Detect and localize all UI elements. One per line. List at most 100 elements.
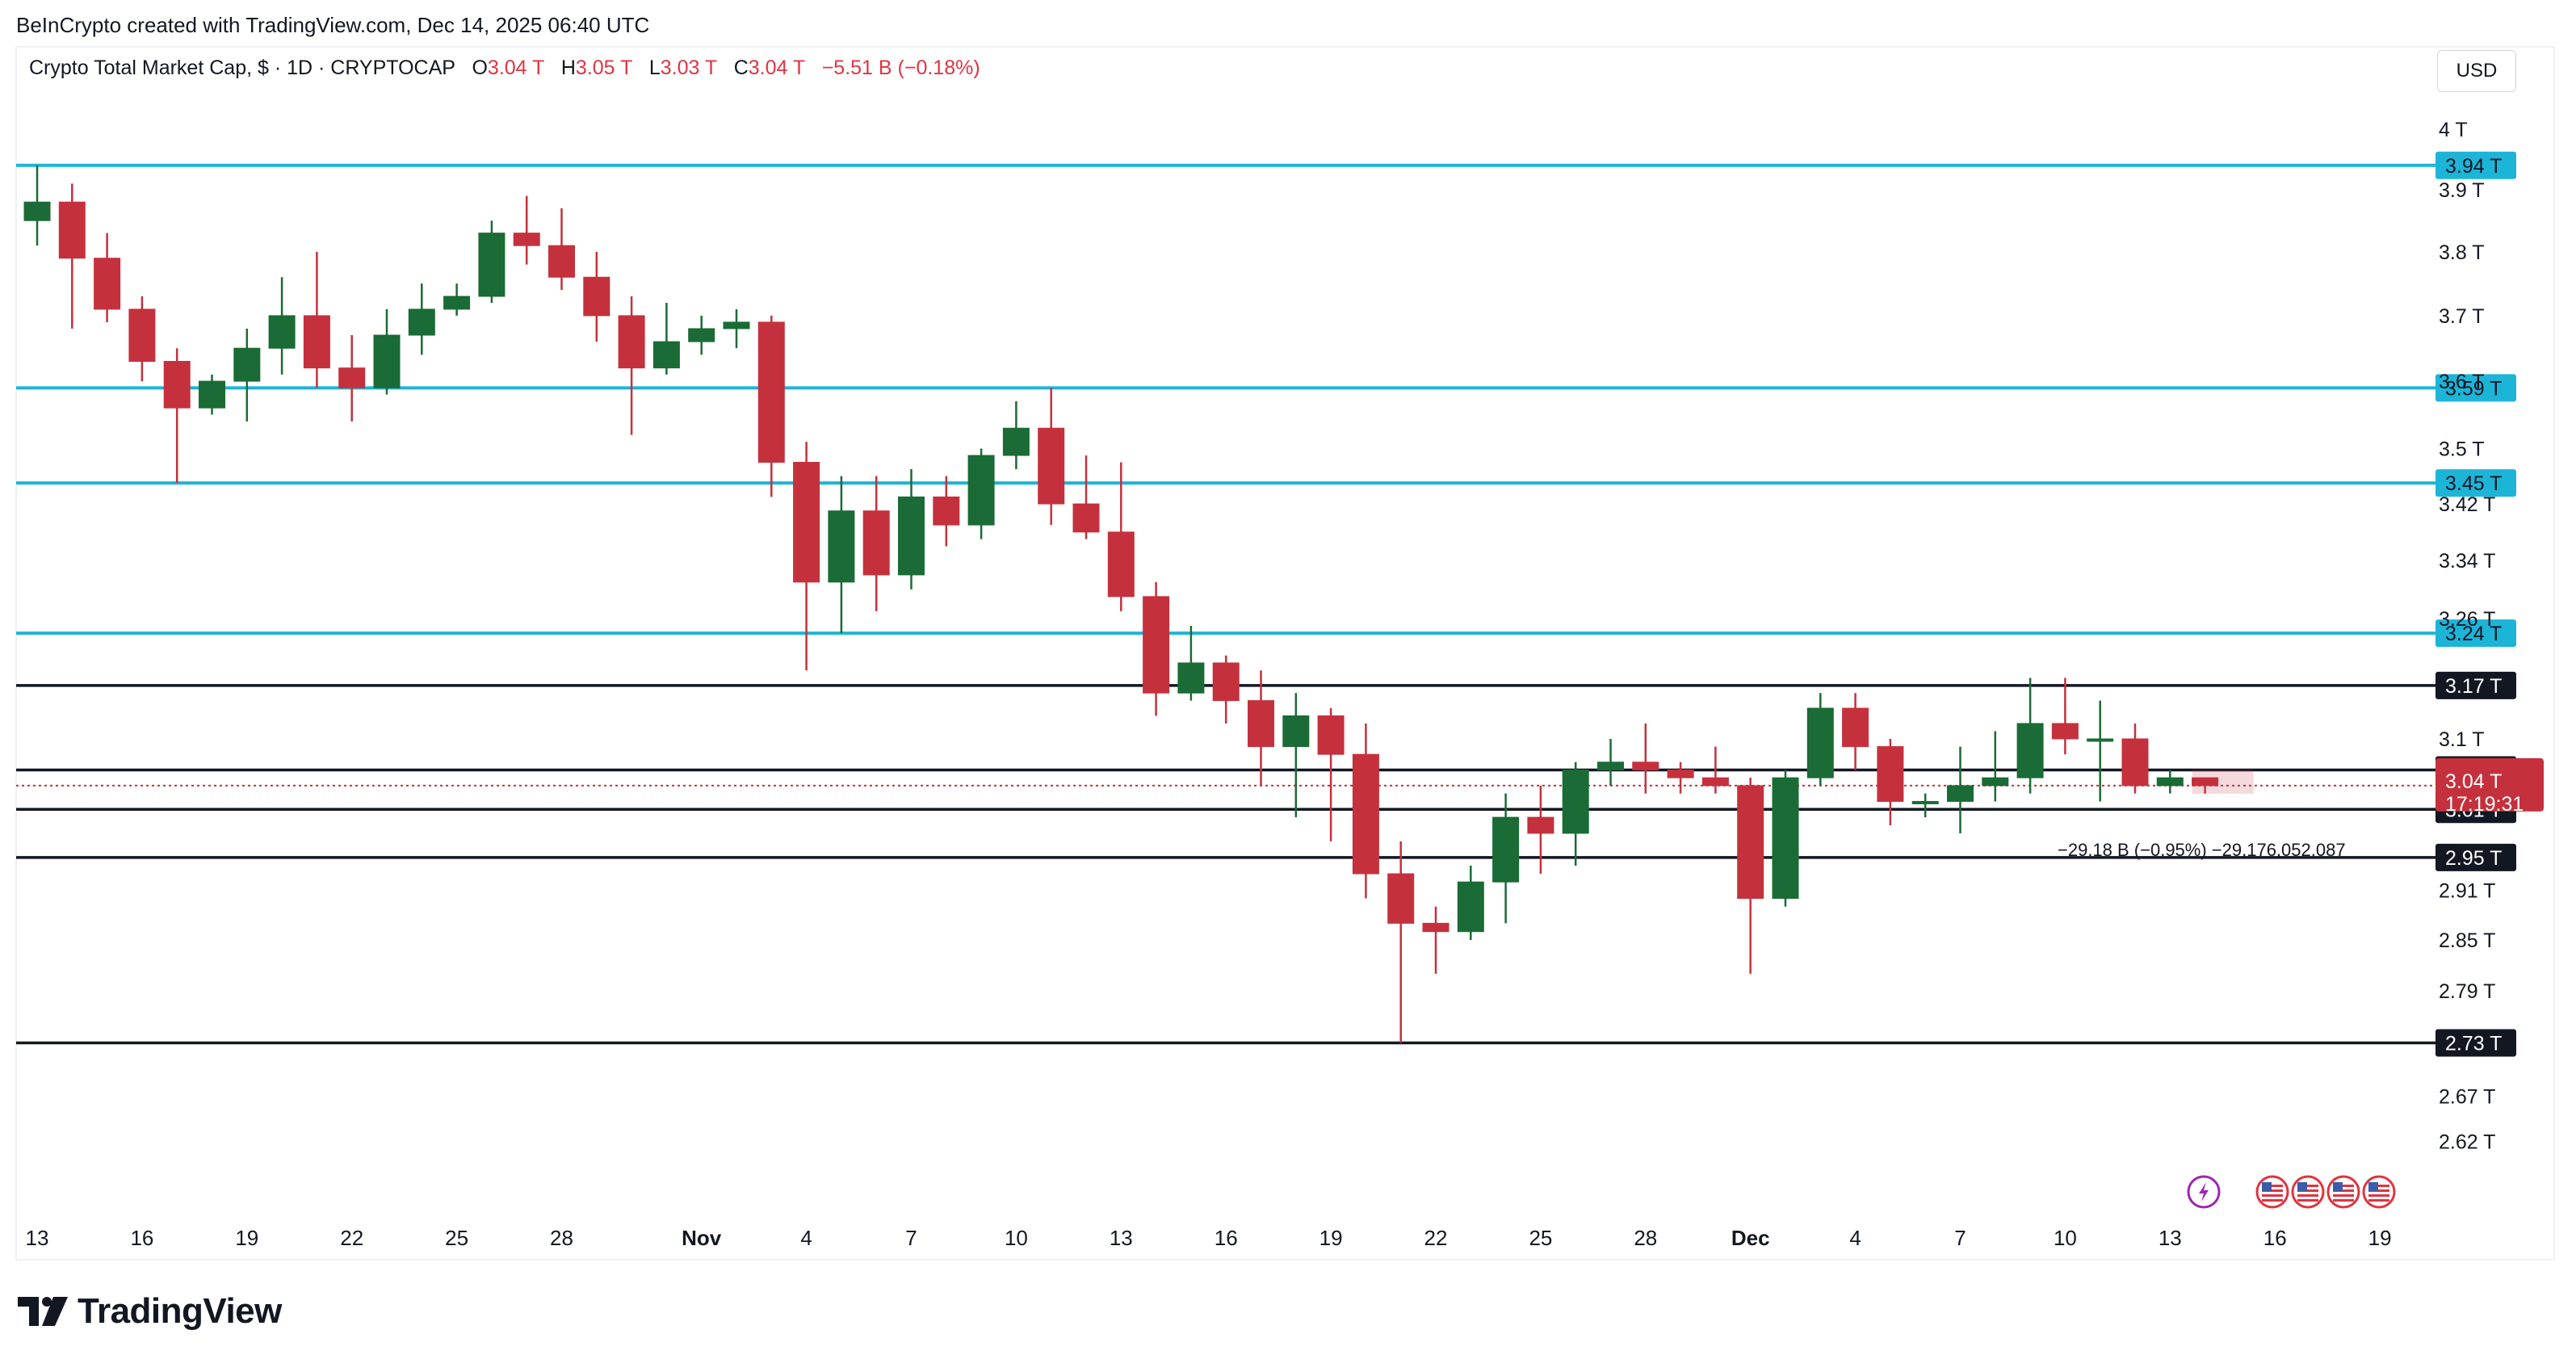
last-price-badge bbox=[2435, 757, 2544, 812]
y-tick-label: 3.8 T bbox=[2439, 241, 2485, 264]
x-tick-label: 7 bbox=[905, 1226, 917, 1250]
x-tick-label: 7 bbox=[1954, 1226, 1966, 1250]
candle-body bbox=[94, 258, 121, 310]
y-tick-label: 3.6 T bbox=[2439, 371, 2485, 393]
candle-body bbox=[1248, 700, 1274, 748]
candle-body bbox=[1143, 596, 1170, 694]
level-badge bbox=[2435, 151, 2516, 179]
flag-stripe bbox=[2333, 1194, 2354, 1197]
x-tick-label: 28 bbox=[1634, 1226, 1657, 1250]
candle-body bbox=[58, 201, 86, 259]
x-tick-label: 19 bbox=[235, 1226, 258, 1250]
us-flag-event-icon bbox=[2326, 1175, 2360, 1209]
symbol-name[interactable]: Crypto Total Market Cap, $ · 1D · CRYPTO… bbox=[29, 57, 455, 79]
close-label: C bbox=[733, 57, 749, 79]
x-tick-label: 4 bbox=[1849, 1226, 1861, 1250]
level-label: 2.73 T bbox=[2445, 1032, 2502, 1055]
level-badge bbox=[2435, 374, 2516, 402]
candle-body bbox=[1177, 662, 1205, 694]
candle-body bbox=[1527, 816, 1554, 834]
flag-stripe bbox=[2262, 1185, 2283, 1187]
candle-body bbox=[268, 315, 296, 349]
candle-body bbox=[1667, 769, 1694, 778]
candle-body bbox=[828, 510, 855, 583]
flag-stripe bbox=[2368, 1199, 2389, 1202]
level-label: 3.59 T bbox=[2445, 377, 2502, 400]
candle-body bbox=[1772, 777, 1799, 900]
y-tick-label: 3.7 T bbox=[2439, 305, 2485, 328]
currency-button[interactable]: USD bbox=[2437, 50, 2516, 92]
lightning-glyph bbox=[2199, 1182, 2209, 1202]
flag-stripe bbox=[2297, 1194, 2318, 1197]
level-label: 2.95 T bbox=[2445, 847, 2502, 870]
candle-body bbox=[23, 201, 51, 221]
candle-body bbox=[933, 496, 960, 526]
flag-canton bbox=[2297, 1182, 2307, 1191]
candle-body bbox=[757, 321, 785, 464]
candle-body bbox=[1982, 777, 2009, 787]
candle-body bbox=[1492, 816, 1520, 883]
x-tick-label: Dec bbox=[1731, 1226, 1770, 1250]
chart-frame bbox=[15, 46, 2555, 1261]
tradingview-logo-icon bbox=[18, 1297, 68, 1326]
candle-body bbox=[1597, 761, 1624, 770]
candle-body bbox=[1701, 777, 1729, 787]
candle-body bbox=[1072, 503, 1100, 533]
candle-body bbox=[163, 361, 191, 409]
y-tick-label: 2.85 T bbox=[2439, 929, 2495, 952]
flag-canton bbox=[2262, 1182, 2272, 1191]
candle-body bbox=[1632, 761, 1659, 770]
candle-body bbox=[2016, 723, 2044, 778]
x-tick-label: 16 bbox=[2263, 1226, 2287, 1250]
x-tick-label: 22 bbox=[1424, 1226, 1448, 1250]
y-tick-label: 2.67 T bbox=[2439, 1085, 2495, 1108]
y-tick-label: 3.9 T bbox=[2439, 179, 2485, 202]
flag-stripe bbox=[2262, 1189, 2283, 1192]
y-tick-label: 3.5 T bbox=[2439, 438, 2485, 461]
y-tick-label: 2.79 T bbox=[2439, 980, 2495, 1003]
high-label: H bbox=[560, 57, 576, 79]
candle-body bbox=[513, 233, 540, 246]
y-tick-label: 3.34 T bbox=[2439, 550, 2495, 573]
change-value: −5.51 B (−0.18%) bbox=[821, 57, 980, 79]
candle-body bbox=[688, 328, 715, 342]
candle-body bbox=[898, 496, 925, 576]
lightning-event-ring bbox=[2187, 1175, 2221, 1209]
flag-stripe bbox=[2368, 1189, 2389, 1192]
candle-body bbox=[723, 321, 750, 329]
candle-body bbox=[548, 245, 575, 278]
y-tick-label: 4 T bbox=[2439, 119, 2468, 141]
flag-stripe bbox=[2297, 1185, 2318, 1187]
candle-body bbox=[967, 455, 995, 526]
chart-attribution: BeInCrypto created with TradingView.com,… bbox=[16, 13, 650, 37]
candle-body bbox=[1562, 769, 1589, 834]
candle-body bbox=[2087, 738, 2114, 742]
candle-body bbox=[2156, 777, 2184, 787]
x-tick-label: 13 bbox=[26, 1226, 49, 1250]
open-value: 3.04 T bbox=[487, 57, 544, 79]
level-badge bbox=[2435, 619, 2516, 648]
flag-stripe bbox=[2368, 1194, 2389, 1197]
y-tick-label: 3.26 T bbox=[2439, 608, 2495, 631]
candle-body bbox=[1387, 873, 1415, 924]
candle-body bbox=[1212, 662, 1240, 702]
candle-body bbox=[1737, 785, 1764, 900]
flag-stripe bbox=[2333, 1199, 2354, 1202]
x-tick-label: 13 bbox=[1110, 1226, 1133, 1250]
flag-stripe bbox=[2368, 1185, 2389, 1187]
y-tick-label: 3.42 T bbox=[2439, 493, 2495, 516]
tradingview-logo[interactable]: TradingView bbox=[18, 1287, 282, 1336]
candle-body bbox=[1317, 715, 1345, 755]
candle-body bbox=[478, 233, 506, 297]
level-badge bbox=[2435, 469, 2516, 497]
flag-stripe bbox=[2297, 1199, 2318, 1202]
lightning-event-icon bbox=[2187, 1175, 2221, 1209]
level-badge bbox=[2435, 1029, 2516, 1057]
high-value: 3.05 T bbox=[575, 57, 632, 79]
x-tick-label: 19 bbox=[2368, 1226, 2392, 1250]
x-tick-label: 13 bbox=[2159, 1226, 2182, 1250]
x-tick-label: 4 bbox=[800, 1226, 812, 1250]
candle-body bbox=[408, 308, 435, 336]
candle-body bbox=[1352, 753, 1379, 875]
